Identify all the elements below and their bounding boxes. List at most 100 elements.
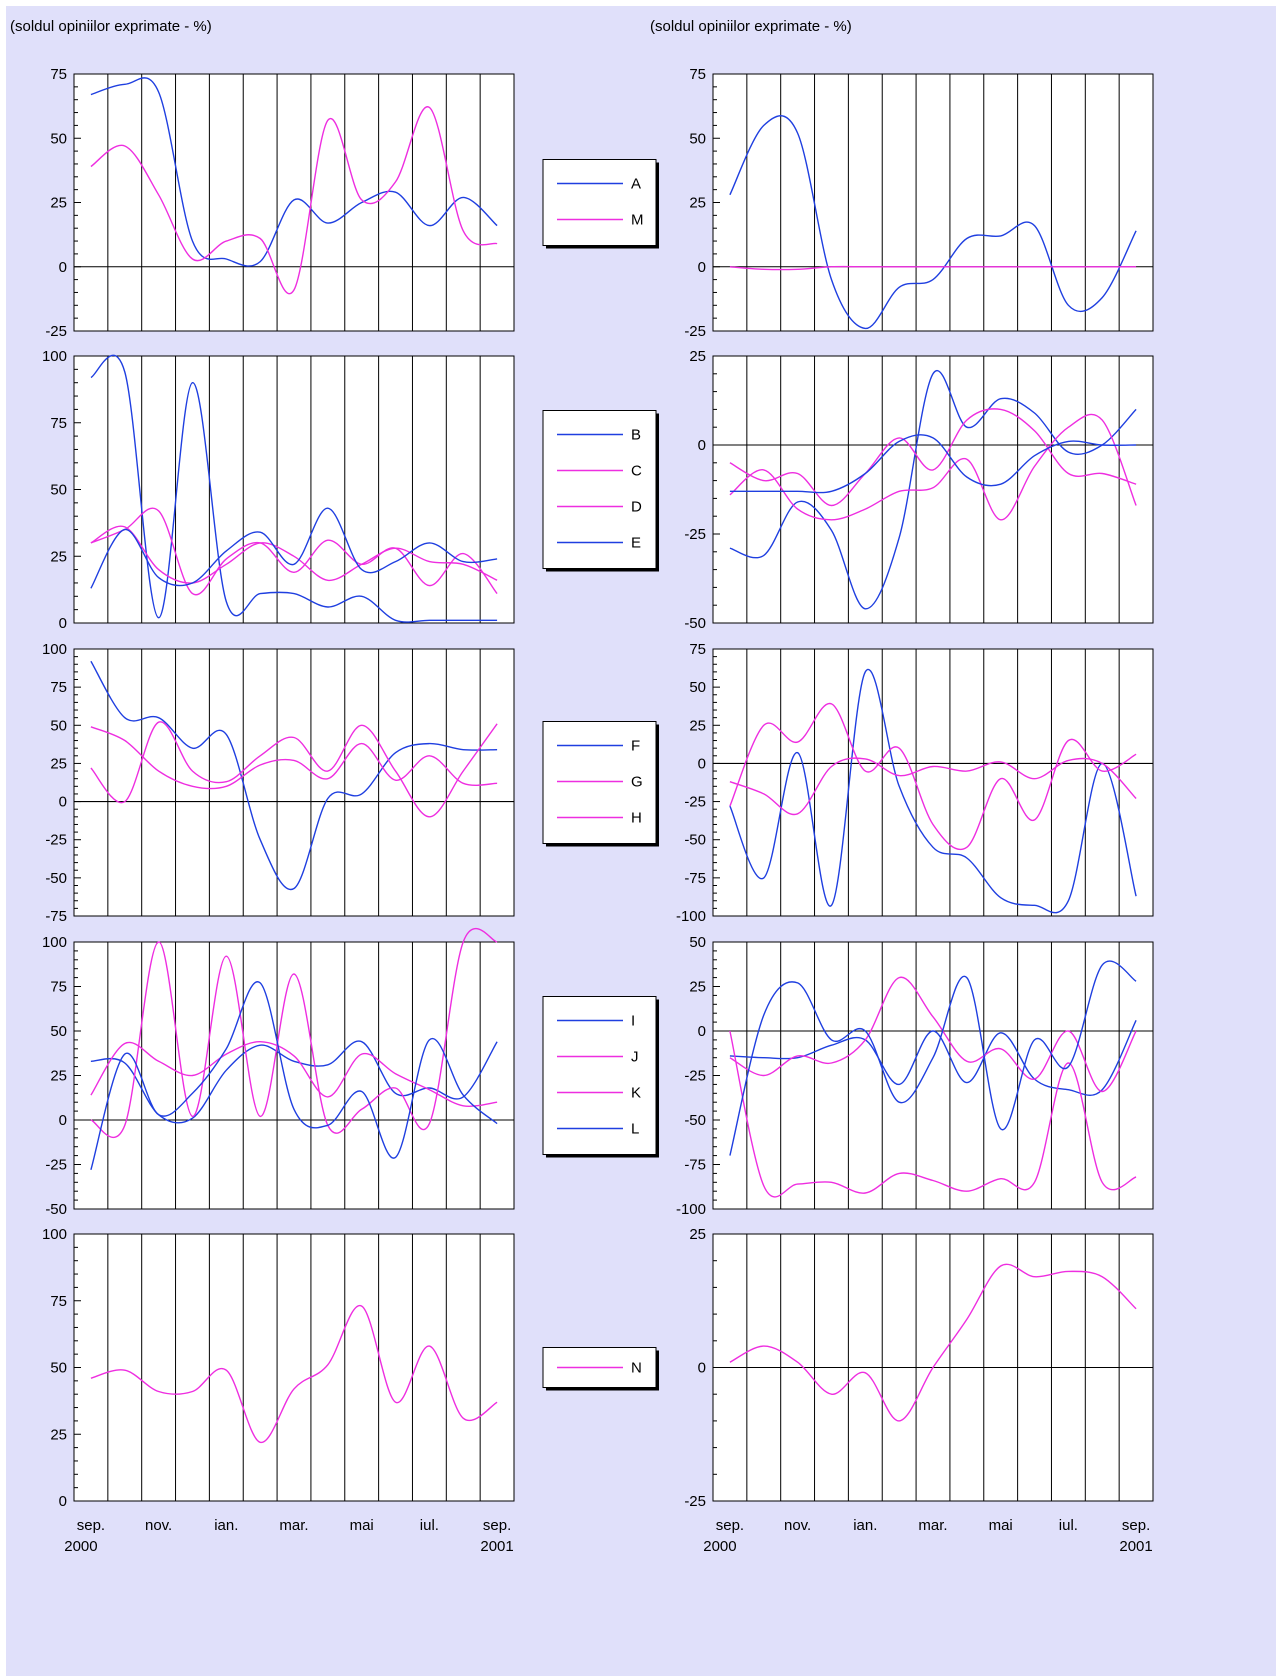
legend-label-K: K <box>631 1085 641 1102</box>
panel-right-5: -25 0 25 sep. nov. ian. mar. mai iul. sep. 2000 200… <box>684 1226 1154 1555</box>
series-line-F <box>90 660 498 891</box>
legend: I J K L <box>542 996 659 1158</box>
plot-area <box>74 356 514 623</box>
series-line-F <box>729 668 1137 914</box>
legend: AM <box>542 159 659 249</box>
x-tick-label: nov. <box>784 1517 811 1534</box>
y-tick-label: 25 <box>689 348 706 365</box>
figure-background: (soldul opiniilor exprimate - %) (soldul… <box>6 6 1276 1676</box>
y-tick-label: 75 <box>50 1293 67 1310</box>
legend-label-M: M <box>631 212 644 229</box>
x-year-end: 2001 <box>1119 1538 1152 1555</box>
y-tick-label: 25 <box>50 1426 67 1443</box>
x-year-start: 2000 <box>703 1538 736 1555</box>
plot-frame <box>73 648 515 917</box>
legend-label-D: D <box>631 499 642 516</box>
y-tick-label: 0 <box>59 794 67 811</box>
legend-label-J: J <box>631 1049 639 1066</box>
y-tick-label: 50 <box>689 130 706 147</box>
y-tick-label: 50 <box>50 1023 67 1040</box>
y-tick-label: 75 <box>50 979 67 996</box>
y-tick-label: 75 <box>50 415 67 432</box>
plot-frame <box>712 648 1154 917</box>
x-tick-label: sep. <box>716 1517 744 1534</box>
y-tick-label: 50 <box>50 482 67 499</box>
y-tick-label: 0 <box>698 1023 706 1040</box>
series-line-G <box>729 703 1137 851</box>
plot-area <box>713 649 1153 916</box>
series-line-A <box>90 77 498 267</box>
series-line-H <box>729 757 1137 816</box>
y-tick-label: 25 <box>50 195 67 212</box>
series-line-D <box>90 525 498 584</box>
series-line-I <box>729 1019 1137 1096</box>
x-tick-label: iul. <box>1059 1517 1078 1534</box>
series-line-B <box>90 354 498 623</box>
panel-right-2: -50 -25 0 25 <box>684 348 1154 632</box>
y-tick-label: 75 <box>689 66 706 83</box>
y-unit-label-left: (soldul opiniilor exprimate - %) <box>10 18 212 35</box>
x-year-start: 2000 <box>64 1538 97 1555</box>
legend-label-N: N <box>631 1360 642 1377</box>
y-tick-label: -50 <box>684 832 706 849</box>
series-line-M <box>90 106 498 295</box>
y-unit-label-right: (soldul opiniilor exprimate - %) <box>650 18 852 35</box>
panel-left-3: -75 -50 -25 0 25 50 75 100 F G H <box>42 641 659 925</box>
y-tick-label: -25 <box>45 832 67 849</box>
plot-area <box>713 942 1153 1209</box>
x-year-end: 2001 <box>480 1538 513 1555</box>
series-line-M <box>729 265 1137 271</box>
y-tick-label: -25 <box>684 1493 706 1510</box>
y-tick-label: 0 <box>698 437 706 454</box>
y-tick-label: -25 <box>684 794 706 811</box>
y-tick-label: -75 <box>684 1157 706 1174</box>
y-tick-label: 50 <box>50 717 67 734</box>
series-line-D <box>729 413 1137 521</box>
series-line-N <box>729 1263 1137 1422</box>
series-line-J <box>90 1040 498 1107</box>
y-tick-label: -75 <box>45 908 67 925</box>
y-tick-label: 50 <box>50 1360 67 1377</box>
legend: F G H <box>542 721 659 847</box>
y-tick-label: 0 <box>59 1112 67 1129</box>
series-line-J <box>729 976 1137 1093</box>
x-tick-label: ian. <box>853 1517 877 1534</box>
y-tick-label: -100 <box>676 908 706 925</box>
plot-area <box>713 74 1153 331</box>
y-tick-label: -25 <box>684 526 706 543</box>
legend-label-E: E <box>631 535 641 552</box>
x-tick-label: sep. <box>77 1517 105 1534</box>
series-line-N <box>90 1305 498 1444</box>
y-tick-label: 100 <box>42 348 67 365</box>
legend-label-I: I <box>631 1013 635 1030</box>
y-tick-label: 75 <box>50 66 67 83</box>
y-tick-label: 75 <box>50 679 67 696</box>
x-tick-label: mar. <box>918 1517 947 1534</box>
y-tick-label: 50 <box>689 679 706 696</box>
legend-label-B: B <box>631 427 641 444</box>
y-tick-label: 100 <box>42 1226 67 1243</box>
series-line-E <box>729 434 1137 494</box>
chart-grid: -25 0 25 50 75 AM -25 0 25 50 75 0 25 50 75 100 B C D E -50 -… <box>42 66 1154 1555</box>
x-tick-label: sep. <box>483 1517 511 1534</box>
y-tick-label: 0 <box>59 1493 67 1510</box>
legend-label-C: C <box>631 463 642 480</box>
y-tick-label: -25 <box>684 1068 706 1085</box>
series-line-B <box>729 370 1137 610</box>
x-tick-label: mai <box>989 1517 1013 1534</box>
y-tick-label: -25 <box>45 1157 67 1174</box>
y-tick-label: 50 <box>689 934 706 951</box>
plot-frame <box>712 355 1154 624</box>
panel-right-4: -100 -75 -50 -25 0 25 50 <box>676 934 1154 1218</box>
x-tick-label: mai <box>350 1517 374 1534</box>
y-tick-label: 0 <box>698 259 706 276</box>
panel-right-1: -25 0 25 50 75 <box>684 66 1154 340</box>
y-tick-label: 100 <box>42 641 67 658</box>
y-tick-label: 25 <box>689 1226 706 1243</box>
y-tick-label: -50 <box>684 1112 706 1129</box>
series-line-L <box>729 960 1137 1156</box>
legend: B C D E <box>542 410 659 572</box>
x-tick-label: ian. <box>214 1517 238 1534</box>
y-tick-label: -50 <box>45 870 67 887</box>
